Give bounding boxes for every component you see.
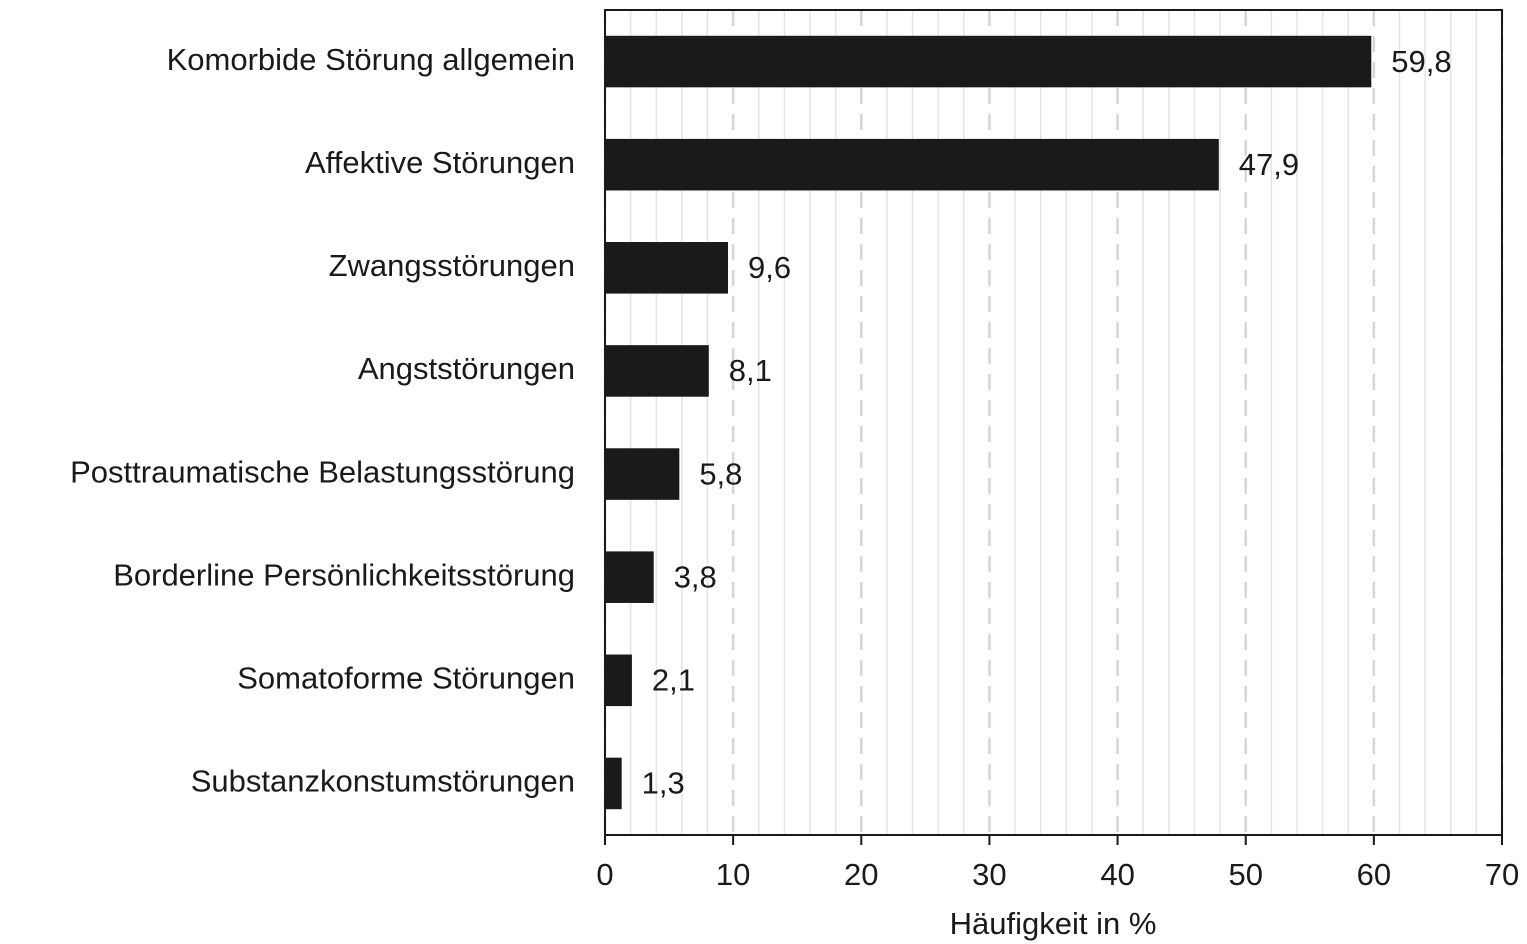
plot-frame (604, 9, 1503, 836)
bar (605, 757, 622, 810)
x-tick-label: 50 (1228, 857, 1262, 892)
value-label: 1,3 (642, 766, 685, 801)
y-tick-label: Zwangsstörungen (329, 248, 575, 283)
y-tick-label: Somatoforme Störungen (237, 661, 575, 696)
value-label: 9,6 (748, 250, 791, 285)
y-tick-label: Borderline Persönlichkeitsstörung (113, 557, 575, 592)
x-axis-label: Häufigkeit in % (950, 906, 1157, 941)
value-label: 2,1 (652, 663, 695, 698)
x-tick-label: 10 (716, 857, 750, 892)
y-tick-label: Angststörungen (358, 351, 575, 386)
x-tick-label: 30 (972, 857, 1006, 892)
value-label: 59,8 (1391, 44, 1451, 79)
y-tick-label: Substanzkonstumstörungen (191, 764, 575, 799)
x-tick-label: 60 (1357, 857, 1391, 892)
bar (605, 448, 680, 500)
bar (605, 654, 632, 707)
bar (605, 35, 1372, 88)
x-tick-label: 40 (1100, 857, 1134, 892)
bar (605, 551, 654, 603)
value-label: 47,9 (1239, 147, 1299, 182)
x-tick-label: 20 (844, 857, 878, 892)
value-label: 8,1 (729, 353, 772, 388)
x-tick-label: 0 (596, 857, 613, 892)
y-tick-label: Affektive Störungen (305, 145, 575, 180)
x-tick-label: 70 (1485, 857, 1519, 892)
bar (605, 345, 709, 397)
y-tick-label: Posttraumatische Belastungsstörung (70, 454, 575, 489)
value-label: 3,8 (674, 559, 717, 594)
y-tick-label: Komorbide Störung allgemein (167, 42, 575, 77)
bar (605, 242, 729, 294)
value-label: 5,8 (699, 456, 742, 491)
bar (605, 138, 1219, 191)
